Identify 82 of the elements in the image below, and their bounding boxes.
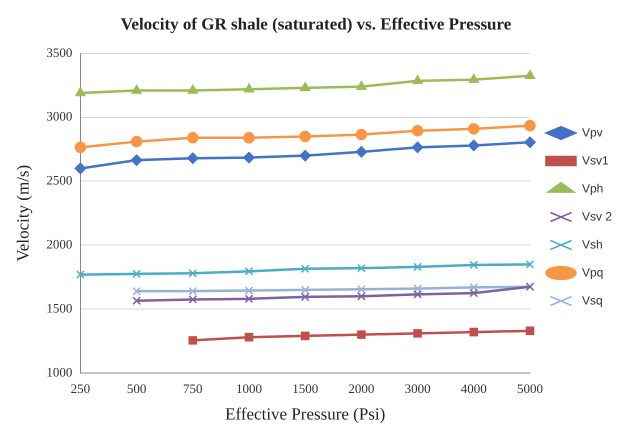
point [132,270,141,278]
point [188,286,198,296]
y-tick-label: 1000 [46,364,72,380]
point [76,270,85,279]
chart-title: Velocity of GR shale (saturated) vs. Effective Pressure [120,14,512,34]
point [244,267,254,276]
point [413,290,422,299]
point [524,136,536,148]
point [75,87,86,96]
point [299,150,311,162]
point [300,292,310,302]
point [413,329,422,338]
point [412,124,424,136]
x-tick-label: 2000 [348,381,374,396]
point [187,132,199,144]
y-axis-title: Velocity (m/s) [14,164,33,262]
point [470,283,478,292]
point [243,132,255,144]
x-tick-label: 5000 [516,381,543,396]
point [356,146,368,158]
legend-label: Vpv [582,125,603,140]
x-tick-label: 1500 [292,381,318,396]
point [470,288,478,298]
point [300,332,310,340]
point [468,123,480,135]
point [74,142,86,154]
y-tick-label: 1500 [46,300,72,316]
point [188,295,198,304]
point [130,154,142,166]
x-tick-label: 250 [70,381,90,396]
point [468,140,480,152]
point [357,292,366,301]
point [357,264,366,272]
point [526,260,534,269]
y-tick-label: 2000 [46,236,72,252]
point [412,142,424,154]
y-tick-label: 3000 [46,108,72,124]
point [470,328,478,336]
x-tick-label: 1000 [236,381,262,396]
x-tick-label: 3000 [404,381,431,396]
point [187,152,199,164]
point [300,286,310,294]
x-tick-label: 750 [183,381,203,396]
point [470,260,478,270]
point [357,330,366,339]
legend-label: Vsv 2 [582,209,612,224]
y-tick-label: 2500 [46,172,72,188]
point [132,286,141,296]
point [413,284,422,293]
point [243,152,255,164]
point [468,74,479,83]
point [412,75,423,84]
x-tick-label: 500 [126,381,146,396]
point [300,264,310,274]
point [244,83,254,92]
point [524,120,536,132]
point [300,82,310,92]
point [356,80,366,90]
point [413,262,422,272]
legend-label: Vpq [582,265,604,280]
x-axis-title: Effective Pressure (Psi) [225,404,386,424]
point [188,269,198,278]
point [188,84,198,94]
point [244,294,254,304]
point [132,84,142,94]
point [244,332,254,342]
point [526,326,534,336]
point [188,336,198,345]
point [524,70,536,80]
point [74,162,86,174]
point [356,128,368,140]
legend-label: Vsv1 [582,153,609,168]
point [357,284,366,294]
point [132,296,141,306]
legend-label: Vsq [582,293,603,308]
x-tick-label: 4000 [460,381,487,396]
point [244,286,254,295]
y-tick-label: 3500 [46,44,72,60]
point [299,130,311,142]
point [130,136,142,148]
legend-label: Vph [582,181,604,196]
legend-label: Vsh [582,237,603,252]
